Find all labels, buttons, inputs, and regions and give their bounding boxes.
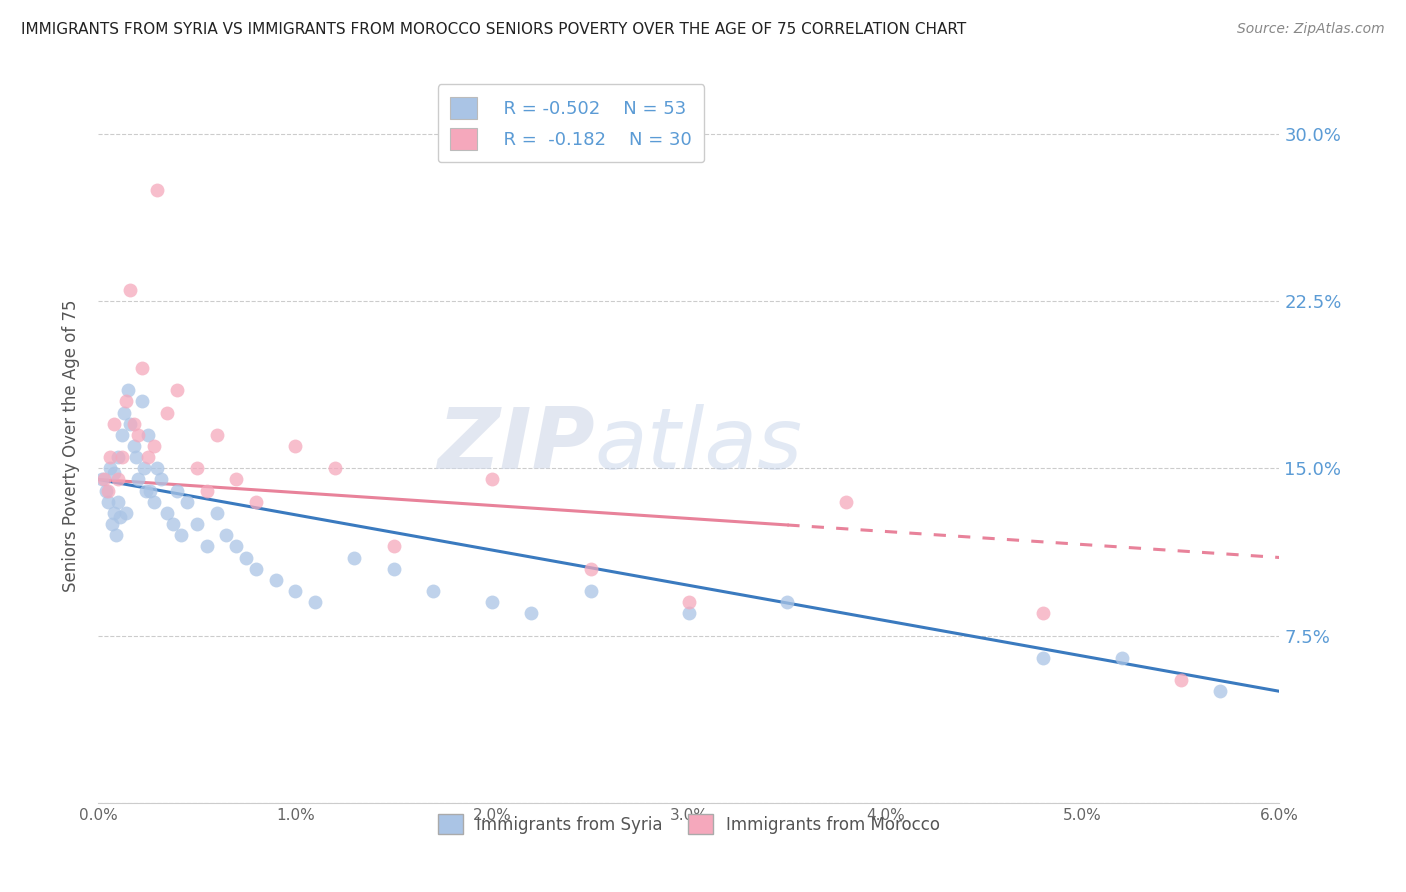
Point [579,583,602,598]
Point [170,528,193,542]
Point [1032,607,1054,621]
Text: atlas: atlas [595,404,803,488]
Point [162,516,184,531]
Point [235,550,257,565]
Text: IMMIGRANTS FROM SYRIA VS IMMIGRANTS FROM MOROCCO SENIORS POVERTY OVER THE AGE OF: IMMIGRANTS FROM SYRIA VS IMMIGRANTS FROM… [21,22,966,37]
Point [205,427,228,442]
Point [225,472,247,486]
Point [97,494,120,508]
Point [1209,684,1232,698]
Point [105,528,128,542]
Text: ZIP: ZIP [437,404,595,488]
Legend: Immigrants from Syria, Immigrants from Morocco: Immigrants from Syria, Immigrants from M… [432,807,946,841]
Point [125,450,148,464]
Point [93,472,115,486]
Point [215,528,238,542]
Point [150,472,173,486]
Point [146,461,169,475]
Point [127,427,149,442]
Point [284,439,307,453]
Point [304,595,326,609]
Point [97,483,120,498]
Point [835,494,858,508]
Point [142,494,165,508]
Point [131,360,153,375]
Y-axis label: Seniors Poverty Over the Age of 75: Seniors Poverty Over the Age of 75 [62,300,80,592]
Point [111,427,134,442]
Point [136,450,159,464]
Point [118,283,141,297]
Point [323,461,346,475]
Point [520,607,543,621]
Point [103,417,125,431]
Point [481,472,503,486]
Point [107,494,129,508]
Point [156,506,179,520]
Point [98,450,121,464]
Point [481,595,503,609]
Point [115,506,138,520]
Point [103,506,125,520]
Point [264,573,287,587]
Point [156,405,179,419]
Point [96,483,118,498]
Point [111,450,134,464]
Point [422,583,444,598]
Point [132,461,155,475]
Point [678,607,700,621]
Point [107,472,129,486]
Point [115,394,138,409]
Point [166,384,188,398]
Point [176,494,198,508]
Point [127,472,149,486]
Point [245,562,267,576]
Point [103,466,125,480]
Point [195,539,218,553]
Point [579,562,602,576]
Point [142,439,165,453]
Point [131,394,153,409]
Point [101,516,124,531]
Point [117,384,139,398]
Point [225,539,247,553]
Point [135,483,157,498]
Point [122,439,145,453]
Point [112,405,135,419]
Point [118,417,141,431]
Point [284,583,307,598]
Point [107,450,129,464]
Point [343,550,366,565]
Point [776,595,799,609]
Point [186,461,208,475]
Point [136,427,159,442]
Point [166,483,188,498]
Point [91,472,114,486]
Point [138,483,160,498]
Point [678,595,700,609]
Point [382,562,405,576]
Point [108,510,131,524]
Point [1032,651,1054,665]
Point [146,182,169,196]
Point [1111,651,1133,665]
Text: Source: ZipAtlas.com: Source: ZipAtlas.com [1237,22,1385,37]
Point [382,539,405,553]
Point [122,417,145,431]
Point [195,483,218,498]
Point [186,516,208,531]
Point [1170,673,1192,687]
Point [205,506,228,520]
Point [98,461,121,475]
Point [245,494,267,508]
